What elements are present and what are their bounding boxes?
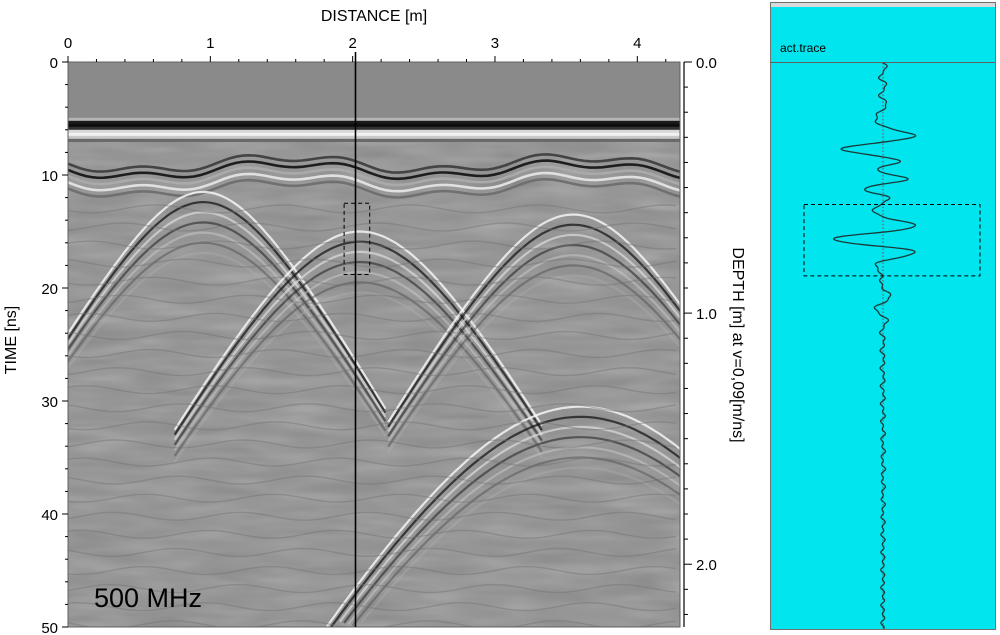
background-banding bbox=[68, 384, 677, 395]
frequency-label: 500 MHz bbox=[94, 583, 202, 613]
trace-panel-titlebar bbox=[771, 3, 995, 7]
hyperbola-4-wavelet bbox=[387, 274, 680, 453]
background-banding bbox=[68, 312, 677, 323]
background-banding bbox=[68, 204, 677, 214]
hyperbola-4-wavelet bbox=[387, 223, 680, 428]
reflector-layer bbox=[68, 62, 680, 627]
hyperbola-2-wavelet bbox=[68, 211, 387, 418]
trace-waveform bbox=[832, 62, 917, 629]
background-banding bbox=[68, 493, 677, 503]
background-banding bbox=[68, 330, 677, 341]
trace-plot bbox=[803, 62, 981, 629]
hyperbola-5-wavelet bbox=[326, 405, 680, 627]
surface-reflection-line bbox=[68, 153, 680, 174]
plot-frame bbox=[67, 61, 681, 628]
hyperbola-3-wavelet bbox=[173, 260, 543, 446]
y-axis-label: TIME [ns] bbox=[3, 306, 20, 374]
hyperbola-2-wavelet bbox=[68, 231, 387, 427]
background-banding bbox=[68, 222, 677, 232]
hyperbola-2-wavelet bbox=[68, 221, 387, 422]
direct-wave-band bbox=[68, 117, 680, 121]
radargram-grain bbox=[68, 62, 680, 627]
y2-axis-label: DEPTH [m] at v=0,09[m/ns] bbox=[729, 247, 746, 442]
surface-reflection-line bbox=[68, 159, 680, 181]
x-tick-label-0: 0 bbox=[64, 35, 72, 52]
trace-selection-box[interactable] bbox=[803, 204, 981, 277]
background-banding bbox=[68, 294, 677, 304]
x-tick-label-2: 2 bbox=[348, 35, 356, 52]
background-banding bbox=[68, 439, 677, 449]
background-banding bbox=[68, 348, 677, 359]
surface-reflection-line bbox=[68, 171, 680, 193]
hyperbola-3-wavelet bbox=[173, 271, 543, 451]
background-banding bbox=[68, 457, 677, 467]
hyperbola-3-wavelet bbox=[173, 240, 543, 436]
background-banding bbox=[68, 565, 677, 576]
hyperbola-3-wavelet bbox=[173, 230, 543, 431]
hyperbola-4-wavelet bbox=[387, 244, 680, 437]
y-tick-label-0: 0 bbox=[50, 55, 58, 72]
surface-reflection-line bbox=[68, 165, 680, 187]
background-banding bbox=[68, 366, 677, 377]
y2-tick-label-2: 2.0 bbox=[696, 557, 717, 574]
hyperbola-2-wavelet bbox=[68, 241, 387, 432]
hyperbola-4-wavelet bbox=[387, 213, 680, 423]
air-zone bbox=[68, 62, 680, 119]
x-tick-label-1: 1 bbox=[206, 35, 214, 52]
y-tick-label-5: 50 bbox=[41, 620, 58, 635]
direct-wave-band bbox=[68, 135, 680, 139]
hyperbola-2-wavelet bbox=[68, 200, 387, 414]
background-banding bbox=[68, 511, 677, 521]
background-banding bbox=[68, 403, 677, 413]
hyperbola-5-wavelet bbox=[330, 415, 680, 627]
background-banding bbox=[68, 258, 677, 268]
hyperbola-5-wavelet bbox=[347, 446, 680, 625]
x-axis-label: DISTANCE [m] bbox=[321, 8, 427, 25]
hyperbola-3-wavelet bbox=[173, 250, 543, 441]
background-banding bbox=[68, 276, 677, 286]
y2-tick-label-1: 1.0 bbox=[696, 306, 717, 323]
hyperbola-5-wavelet bbox=[338, 425, 680, 623]
direct-wave-band bbox=[68, 123, 680, 127]
trace-panel: act.trace bbox=[770, 2, 996, 630]
hyperbola-4-wavelet bbox=[387, 264, 680, 448]
y2-tick-label-0: 0.0 bbox=[696, 55, 717, 72]
hyperbola-2-wavelet bbox=[68, 190, 387, 410]
trace-header: act.trace bbox=[771, 7, 995, 63]
hyperbola-2-wavelet bbox=[68, 251, 387, 437]
direct-wave-band bbox=[68, 120, 680, 124]
hyperbola-4-wavelet bbox=[387, 254, 680, 442]
direct-wave-band bbox=[68, 132, 680, 136]
x-tick-label-3: 3 bbox=[491, 35, 499, 52]
hyperbola-5-wavelet bbox=[351, 456, 680, 627]
y-tick-label-3: 30 bbox=[41, 394, 58, 411]
background-banding bbox=[68, 529, 677, 539]
background-banding bbox=[68, 583, 677, 594]
background-banding bbox=[68, 547, 677, 558]
background-banding bbox=[68, 601, 677, 612]
y-tick-label-1: 10 bbox=[41, 168, 58, 185]
background-banding bbox=[68, 240, 677, 250]
x-tick-label-4: 4 bbox=[633, 35, 641, 52]
direct-wave-band bbox=[68, 126, 680, 130]
background-banding bbox=[68, 475, 677, 485]
surface-reflection-line bbox=[68, 178, 680, 199]
direct-wave-band bbox=[68, 138, 680, 142]
trace-label: act.trace bbox=[780, 41, 827, 55]
hyperbola-5-wavelet bbox=[343, 436, 680, 624]
y-tick-label-4: 40 bbox=[41, 507, 58, 524]
direct-wave-band bbox=[68, 129, 680, 133]
hyperbola-3-wavelet bbox=[173, 291, 543, 463]
hyperbola-3-wavelet bbox=[173, 281, 543, 457]
hyperbola-5-wavelet bbox=[360, 466, 680, 624]
background-banding bbox=[68, 620, 677, 627]
y-tick-label-2: 20 bbox=[41, 281, 58, 298]
background-banding bbox=[68, 421, 677, 431]
hyperbola-4-wavelet bbox=[387, 233, 680, 433]
